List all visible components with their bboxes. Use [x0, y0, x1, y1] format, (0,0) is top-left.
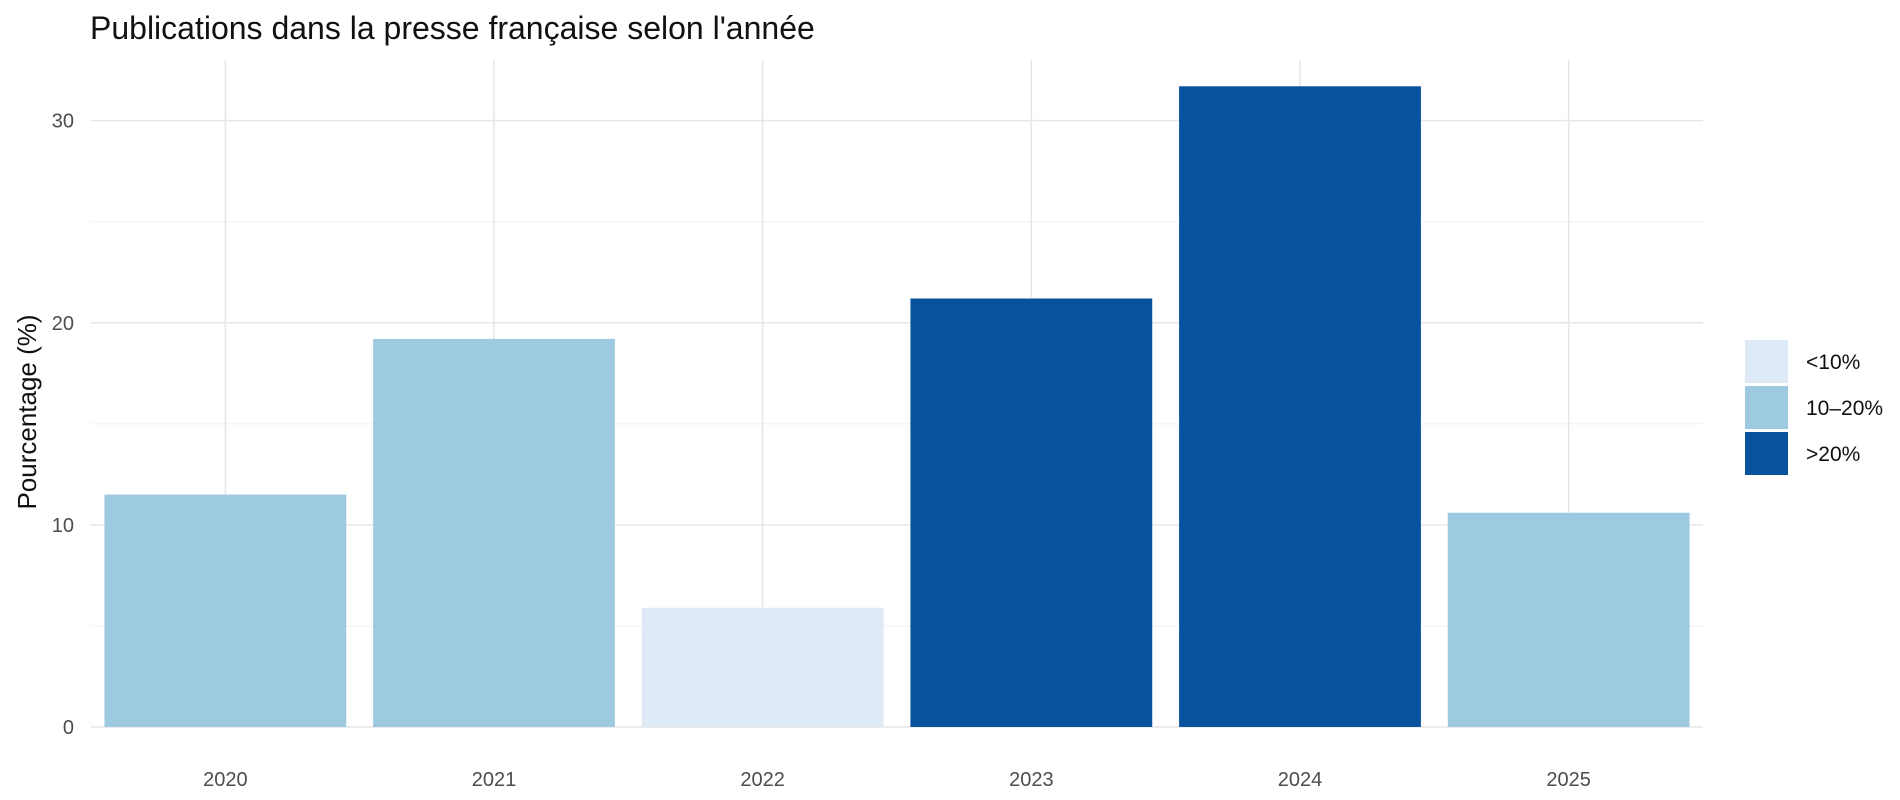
x-tick-label: 2025 — [1546, 769, 1591, 791]
legend-label: 10–20% — [1806, 397, 1883, 420]
bars — [104, 86, 1690, 727]
y-tick-label: 10 — [52, 515, 74, 537]
legend-label: >20% — [1806, 443, 1860, 466]
bar-2025 — [1447, 512, 1690, 727]
legend-swatch — [1745, 340, 1788, 383]
y-tick-label: 0 — [63, 717, 74, 739]
legend: <10% 10–20% >20% — [1745, 340, 1883, 475]
y-tick-label: 30 — [52, 111, 74, 133]
bar-2021 — [373, 338, 615, 727]
bar-2022 — [641, 607, 884, 727]
x-tick-label: 2022 — [740, 769, 785, 791]
x-axis-ticks: 2020 2021 2022 2023 2024 2025 — [203, 769, 1591, 791]
y-tick-label: 20 — [52, 313, 74, 335]
bar-2024 — [1179, 86, 1421, 727]
legend-label: <10% — [1806, 351, 1860, 374]
x-tick-label: 2023 — [1009, 769, 1054, 791]
y-axis-title: Pourcentage (%) — [12, 314, 42, 509]
y-axis-ticks: 0 10 20 30 — [52, 111, 74, 739]
legend-swatch — [1745, 432, 1788, 475]
bar-2020 — [104, 494, 347, 727]
bar-2023 — [910, 298, 1153, 727]
x-tick-label: 2021 — [472, 769, 517, 791]
x-tick-label: 2020 — [203, 769, 248, 791]
legend-swatch — [1745, 386, 1788, 429]
chart-title: Publications dans la presse française se… — [90, 10, 815, 46]
x-tick-label: 2024 — [1278, 769, 1323, 791]
